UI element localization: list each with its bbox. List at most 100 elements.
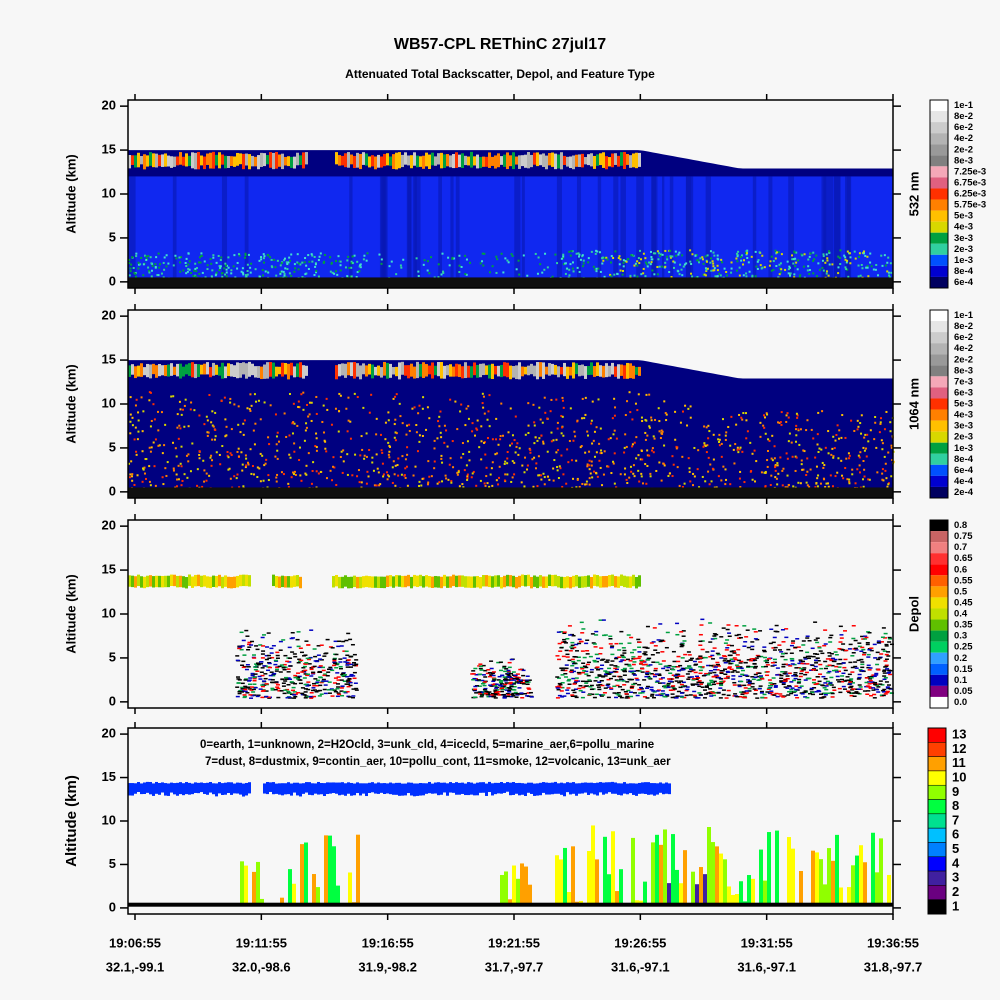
speckle: [715, 486, 718, 489]
colorbar-label: 0.55: [954, 575, 973, 586]
colorbar-label: 0.6: [954, 564, 967, 575]
cloud: [275, 366, 278, 377]
depol-point: [352, 677, 357, 680]
aerosol: [742, 263, 745, 266]
speckle: [315, 446, 318, 449]
aerosol: [219, 266, 222, 269]
speckle: [274, 455, 277, 458]
aerosol: [562, 257, 565, 260]
depol-point: [325, 638, 330, 641]
depol-point: [671, 665, 676, 668]
aerosol: [479, 262, 482, 265]
aerosol: [188, 260, 191, 263]
speckle: [129, 473, 132, 476]
speckle: [543, 483, 546, 486]
speckle: [890, 446, 893, 449]
aerosol: [417, 270, 420, 273]
colorbar-cell: [930, 608, 948, 620]
aerosol: [262, 253, 265, 256]
aerosol: [206, 268, 209, 271]
speckle: [631, 443, 634, 446]
aerosol: [880, 254, 883, 257]
speckle: [131, 424, 134, 427]
depol-point: [759, 655, 764, 658]
speckle: [553, 459, 556, 462]
depol-point: [649, 688, 654, 691]
speckle: [707, 456, 710, 459]
depol-point: [281, 682, 286, 684]
depol-point: [585, 650, 590, 652]
cloud: [377, 154, 380, 168]
cloud: [548, 153, 551, 166]
speckle: [153, 465, 156, 468]
depol-point: [810, 691, 815, 694]
speckle: [780, 423, 783, 426]
depol-point: [643, 651, 648, 653]
speckle: [581, 417, 584, 420]
depol-point: [336, 676, 341, 678]
aerosol: [769, 260, 772, 263]
depol-point: [527, 688, 532, 690]
speckle: [225, 434, 228, 437]
speckle: [534, 436, 537, 439]
depol-point: [472, 677, 477, 680]
cloud: [605, 156, 608, 170]
depol-point: [741, 691, 746, 693]
colorbar-cell: [930, 188, 948, 200]
depol-point: [648, 664, 653, 666]
depol-point: [521, 683, 526, 685]
speckle: [848, 480, 851, 483]
depol-point: [570, 694, 575, 696]
speckle: [394, 431, 397, 434]
speckle: [613, 429, 616, 432]
speckle: [667, 474, 670, 477]
speckle: [835, 433, 838, 436]
depol-point: [527, 679, 532, 681]
speckle: [806, 457, 809, 460]
depol-point: [638, 692, 643, 694]
speckle: [795, 424, 798, 427]
speckle: [433, 467, 436, 470]
depol-point: [763, 665, 768, 668]
cloud: [485, 156, 488, 167]
speckle: [581, 397, 584, 400]
depol-point: [758, 685, 763, 687]
depol-point: [240, 664, 245, 666]
speckle: [816, 485, 819, 488]
aerosol: [638, 262, 641, 265]
cloud: [260, 152, 263, 167]
aerosol: [218, 269, 221, 272]
depol-point: [332, 664, 337, 667]
aerosol: [190, 272, 193, 275]
speckle: [829, 474, 832, 477]
depol-point: [797, 678, 802, 681]
depol-point: [572, 655, 577, 658]
speckle: [552, 439, 555, 442]
speckle: [797, 428, 800, 431]
aerosol: [669, 255, 672, 258]
depol-point: [559, 690, 564, 692]
depol-point: [643, 653, 648, 656]
speckle: [585, 483, 588, 486]
aerosol: [562, 263, 565, 266]
y-tick-label: 15: [102, 142, 116, 157]
cloud: [464, 155, 467, 166]
cloud: [494, 575, 497, 587]
colorbar-cell: [930, 630, 948, 642]
depol-point: [799, 672, 804, 675]
depol-point: [803, 656, 808, 659]
speckle: [141, 450, 144, 453]
depol-point: [807, 677, 812, 680]
cloud: [461, 366, 464, 379]
aerosol: [217, 254, 220, 257]
depol-point: [254, 663, 259, 665]
depol-point: [244, 629, 249, 632]
depol-point: [798, 660, 803, 663]
aerosol: [145, 259, 148, 262]
depol-point: [684, 689, 689, 692]
depol-point: [866, 664, 871, 667]
speckle: [705, 426, 708, 429]
depol-point: [477, 685, 482, 687]
depol-point: [772, 664, 777, 667]
depol-point: [590, 693, 595, 696]
